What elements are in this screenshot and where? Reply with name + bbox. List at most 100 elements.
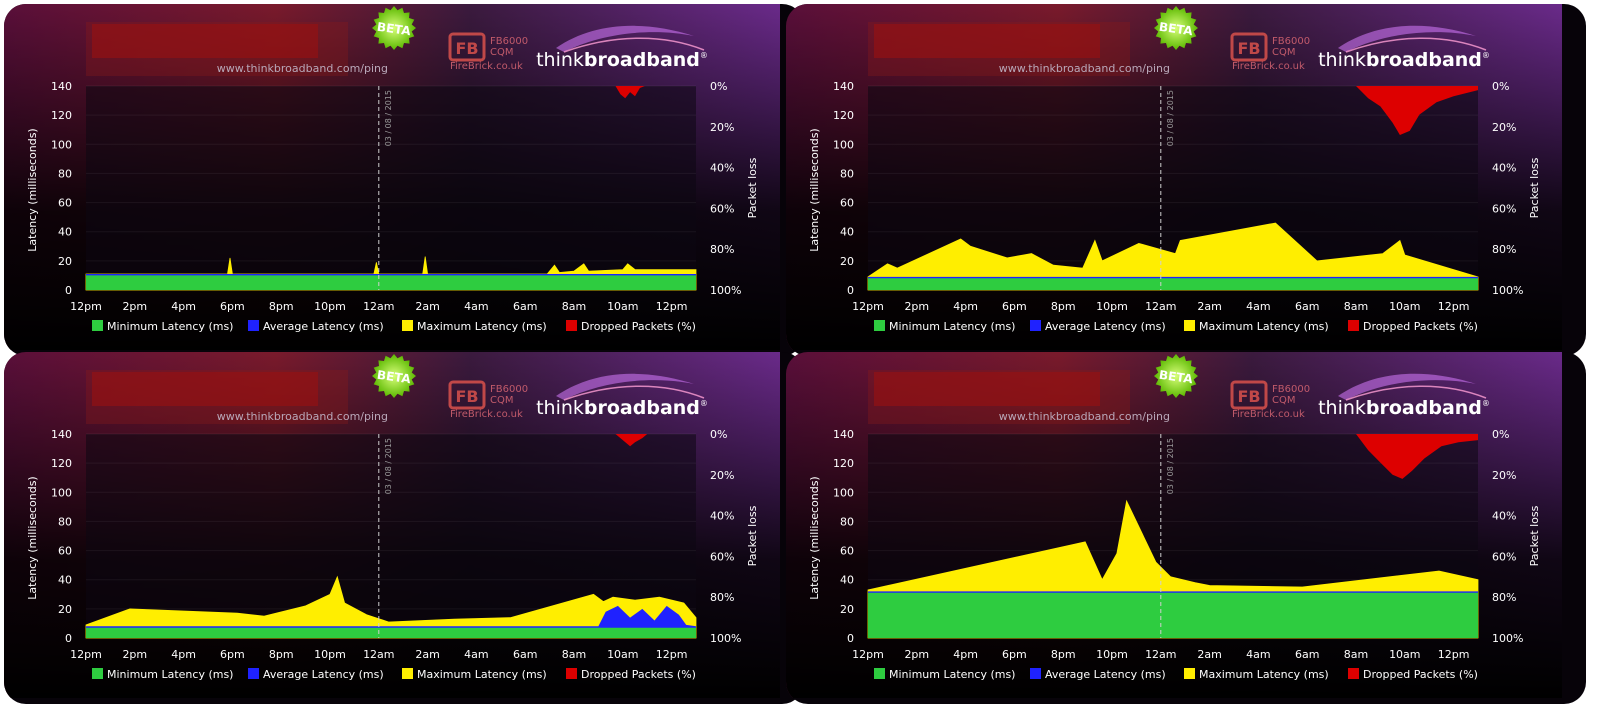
y2-tick-label: 40% bbox=[1492, 510, 1516, 523]
ping-chart-panel-3: BETA www.thinkbroadband.com/ping FB FB6000 C… bbox=[4, 352, 804, 704]
x-tick-label: 10am bbox=[607, 648, 638, 661]
y2-axis-label: Packet loss bbox=[746, 505, 759, 566]
legend-label: Minimum Latency (ms) bbox=[107, 668, 233, 681]
y2-tick-label: 40% bbox=[710, 510, 734, 523]
y-tick-label: 60 bbox=[840, 545, 854, 558]
y-tick-label: 140 bbox=[51, 428, 72, 441]
legend-label: Maximum Latency (ms) bbox=[417, 668, 547, 681]
beta-label: BETA bbox=[376, 368, 412, 387]
y-axis-label: Latency (milliseconds) bbox=[808, 476, 821, 599]
y-tick-label: 20 bbox=[840, 603, 854, 616]
y2-tick-label: 100% bbox=[1492, 632, 1523, 645]
y-tick-label: 60 bbox=[58, 545, 72, 558]
x-tick-label: 12pm bbox=[852, 300, 884, 313]
plot-area bbox=[86, 86, 696, 290]
x-tick-label: 2am bbox=[1197, 648, 1221, 661]
y2-tick-label: 80% bbox=[1492, 591, 1516, 604]
brand-logo: thinkbroadband® bbox=[536, 49, 708, 71]
url-text: www.thinkbroadband.com/ping bbox=[999, 410, 1170, 423]
y-tick-label: 80 bbox=[58, 515, 72, 528]
url-text: www.thinkbroadband.com/ping bbox=[217, 410, 388, 423]
x-tick-label: 10pm bbox=[314, 648, 346, 661]
legend-swatch bbox=[1030, 668, 1041, 679]
y2-axis-label: Packet loss bbox=[1528, 505, 1541, 566]
y-tick-label: 100 bbox=[833, 486, 854, 499]
x-tick-label: 12am bbox=[363, 648, 394, 661]
y-tick-label: 40 bbox=[58, 574, 72, 587]
legend-swatch bbox=[92, 668, 103, 679]
y-tick-label: 40 bbox=[840, 226, 854, 239]
y2-tick-label: 100% bbox=[710, 632, 741, 645]
brand-swoosh-icon bbox=[1338, 25, 1476, 52]
y2-tick-label: 20% bbox=[1492, 469, 1516, 482]
y-axis-label: Latency (milliseconds) bbox=[26, 476, 39, 599]
y2-tick-label: 60% bbox=[1492, 202, 1516, 215]
beta-label: BETA bbox=[1158, 20, 1194, 39]
sponsor-sub: CQM bbox=[1272, 395, 1295, 406]
x-tick-label: 2pm bbox=[904, 648, 929, 661]
x-tick-label: 2am bbox=[1197, 300, 1221, 313]
x-tick-label: 4pm bbox=[171, 648, 196, 661]
legend-label: Minimum Latency (ms) bbox=[107, 320, 233, 333]
header-redacted-area bbox=[92, 372, 318, 406]
sponsor-sub: CQM bbox=[490, 47, 513, 58]
legend-swatch bbox=[566, 668, 577, 679]
legend-label: Dropped Packets (%) bbox=[1363, 320, 1478, 333]
y2-tick-label: 100% bbox=[1492, 284, 1523, 297]
x-tick-label: 6am bbox=[1295, 300, 1319, 313]
y-tick-label: 0 bbox=[847, 284, 854, 297]
sponsor-code: FB6000 bbox=[490, 384, 528, 395]
x-tick-label: 12pm bbox=[1438, 648, 1470, 661]
ping-chart-panel-1: BETA www.thinkbroadband.com/ping FB FB6000 C… bbox=[4, 4, 804, 356]
legend-swatch bbox=[874, 668, 885, 679]
y-tick-label: 20 bbox=[840, 255, 854, 268]
header-redacted-area bbox=[874, 372, 1100, 406]
x-tick-label: 10pm bbox=[1096, 648, 1128, 661]
x-tick-label: 12am bbox=[1145, 300, 1176, 313]
beta-label: BETA bbox=[376, 20, 412, 39]
x-tick-label: 12am bbox=[1145, 648, 1176, 661]
legend-swatch bbox=[402, 668, 413, 679]
y-tick-label: 80 bbox=[58, 167, 72, 180]
x-tick-label: 6pm bbox=[220, 300, 245, 313]
brand-logo: thinkbroadband® bbox=[536, 397, 708, 419]
y2-axis-label: Packet loss bbox=[746, 157, 759, 218]
y-tick-label: 40 bbox=[840, 574, 854, 587]
x-tick-label: 6pm bbox=[220, 648, 245, 661]
url-text: www.thinkbroadband.com/ping bbox=[217, 62, 388, 75]
sponsor-site: FireBrick.co.uk bbox=[1232, 409, 1305, 420]
x-tick-label: 8pm bbox=[269, 300, 294, 313]
brand-swoosh-icon bbox=[556, 373, 694, 400]
x-tick-label: 8am bbox=[562, 300, 586, 313]
legend-swatch bbox=[1184, 668, 1195, 679]
x-tick-label: 12am bbox=[363, 300, 394, 313]
sponsor-sub: CQM bbox=[1272, 47, 1295, 58]
x-tick-label: 4am bbox=[464, 300, 488, 313]
x-tick-label: 6pm bbox=[1002, 300, 1027, 313]
sponsor-sub: CQM bbox=[490, 395, 513, 406]
y2-tick-label: 80% bbox=[710, 591, 734, 604]
series-dropped-packets bbox=[615, 434, 648, 447]
date-marker-label: 03 / 08 / 2015 bbox=[384, 90, 393, 146]
legend-label: Average Latency (ms) bbox=[1045, 320, 1166, 333]
legend-swatch bbox=[874, 320, 885, 331]
x-tick-label: 12pm bbox=[656, 300, 688, 313]
firebrick-logo-icon bbox=[448, 32, 486, 62]
y-tick-label: 140 bbox=[833, 428, 854, 441]
x-tick-label: 8am bbox=[562, 648, 586, 661]
y-tick-label: 120 bbox=[833, 109, 854, 122]
date-marker-label: 03 / 08 / 2015 bbox=[1166, 90, 1175, 146]
x-tick-label: 4pm bbox=[171, 300, 196, 313]
x-tick-label: 4am bbox=[464, 648, 488, 661]
header-redacted-area bbox=[874, 24, 1100, 58]
sponsor-code: FB6000 bbox=[1272, 384, 1310, 395]
y2-tick-label: 60% bbox=[710, 202, 734, 215]
sponsor-site: FireBrick.co.uk bbox=[450, 61, 523, 72]
y2-tick-label: 40% bbox=[1492, 162, 1516, 175]
y2-tick-label: 0% bbox=[1492, 80, 1509, 93]
y-tick-label: 40 bbox=[58, 226, 72, 239]
y2-axis-label: Packet loss bbox=[1528, 157, 1541, 218]
sponsor-site: FireBrick.co.uk bbox=[450, 409, 523, 420]
x-tick-label: 2pm bbox=[122, 300, 147, 313]
y-tick-label: 140 bbox=[51, 80, 72, 93]
